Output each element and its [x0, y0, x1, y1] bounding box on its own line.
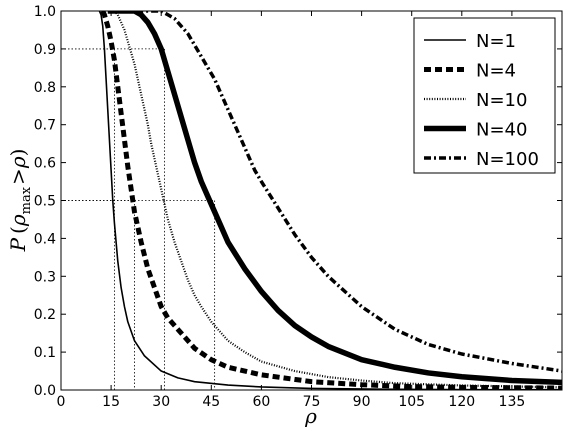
x-axis-label: ρ	[304, 404, 317, 428]
y-tick-label: 0.9	[34, 42, 56, 58]
y-tick-label: 0.6	[34, 156, 56, 172]
y-label-rho: ρ	[6, 214, 30, 227]
series-layer	[98, 11, 562, 390]
legend-label: N=10	[476, 90, 527, 111]
x-tick-label: 45	[202, 394, 220, 410]
y-label-open: (	[6, 226, 30, 234]
y-label-p: P	[6, 237, 30, 252]
legend-item: N=40	[424, 120, 527, 141]
y-tick-label: 0.7	[34, 118, 56, 134]
y-tick-label: 0.5	[34, 194, 56, 210]
y-label-sub: max	[19, 186, 34, 214]
series-line-n-4	[100, 11, 562, 390]
legend-label: N=1	[476, 31, 516, 52]
legend: N=1 N=4 N=10 N=40 N=100	[413, 17, 556, 174]
y-tick-label: 0.8	[34, 80, 56, 96]
y-tick-label: 0.1	[34, 345, 56, 361]
series-line-n-40	[107, 11, 562, 386]
y-tick-label: 1.0	[34, 4, 56, 20]
y-tick-label: 0.2	[34, 307, 56, 323]
y-axis: 0.0 0.1 0.2 0.3 0.4 0.5 0.6 0.7 0.8 0.9 1.0	[34, 4, 562, 399]
y-tick-label: 0.3	[34, 269, 56, 285]
legend-label: N=100	[476, 149, 539, 170]
y-label-rho2: ρ	[6, 156, 30, 169]
legend-label: N=4	[476, 61, 516, 82]
x-tick-label: 135	[499, 394, 526, 410]
x-tick-label: 0	[57, 394, 66, 410]
x-tick-label: 90	[353, 394, 371, 410]
y-label-gt: >	[6, 168, 30, 185]
legend-item: N=1	[424, 31, 516, 52]
y-label-close: )	[6, 149, 30, 157]
x-tick-label: 120	[448, 394, 475, 410]
x-tick-label: 75	[303, 394, 321, 410]
x-tick-label: 15	[102, 394, 120, 410]
x-tick-label: 105	[398, 394, 425, 410]
legend-item: N=10	[424, 90, 527, 111]
x-tick-label: 30	[152, 394, 170, 410]
legend-item: N=4	[424, 61, 516, 82]
legend-item: N=100	[424, 149, 539, 170]
legend-box	[413, 17, 556, 174]
x-axis: 0 15 30 45 60 75 90 105 120 135	[57, 11, 526, 410]
x-tick-label: 60	[252, 394, 270, 410]
reference-lines	[61, 48, 216, 390]
svg-text:P(ρmax>ρ): P(ρmax>ρ)	[6, 149, 34, 253]
y-axis-label: P(ρmax>ρ)	[6, 149, 34, 253]
y-tick-label: 0.4	[34, 231, 56, 247]
legend-label: N=40	[476, 120, 527, 141]
series-line-n-10	[113, 11, 562, 389]
y-tick-label: 0.0	[34, 383, 56, 399]
